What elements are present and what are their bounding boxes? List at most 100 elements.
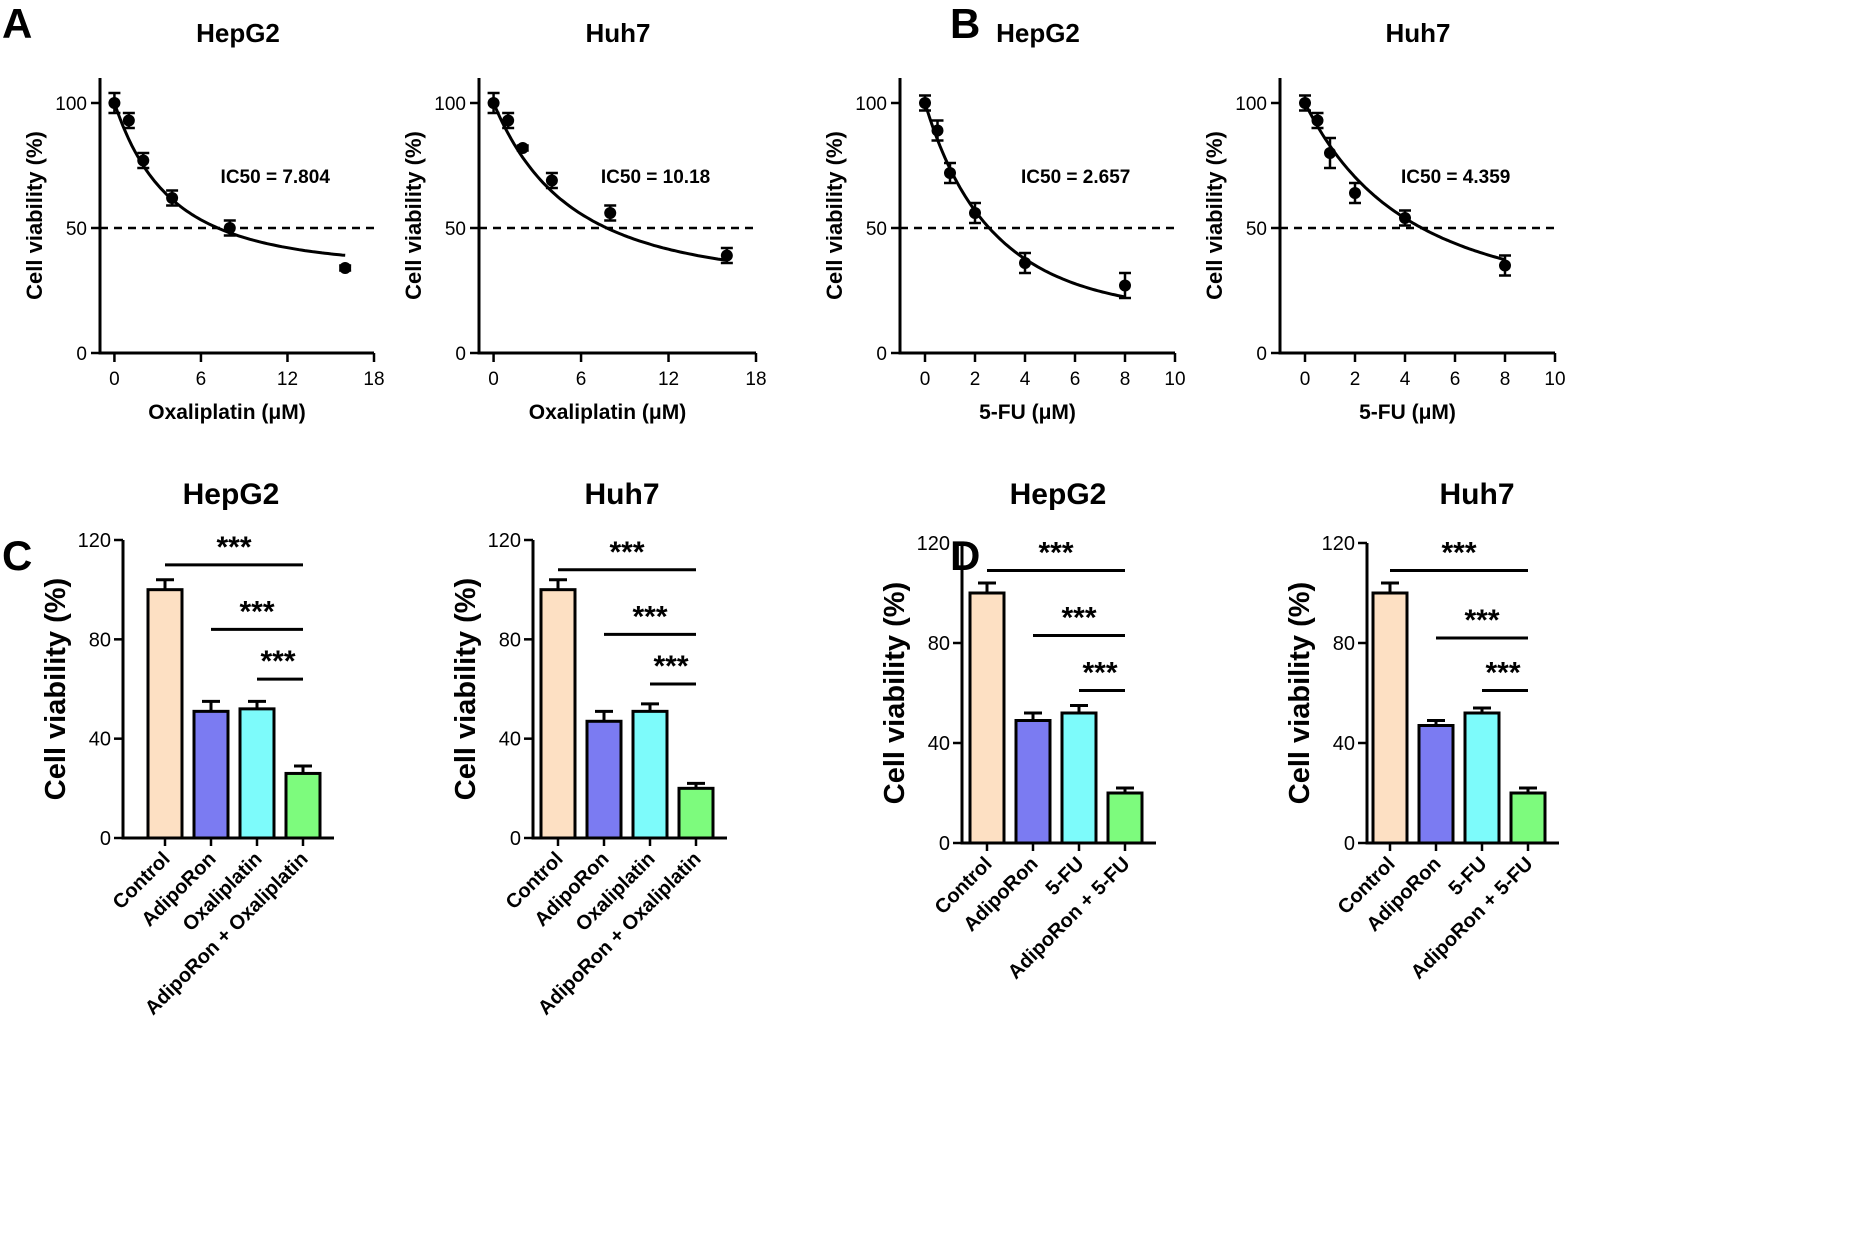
x-tick-label: 18 xyxy=(363,369,384,390)
data-point xyxy=(604,207,617,219)
x-tick-label: 10 xyxy=(1544,369,1565,390)
panel-label-d: D xyxy=(950,532,980,579)
data-point xyxy=(122,114,135,127)
bar xyxy=(1371,591,1409,845)
y-tick-label: 0 xyxy=(100,828,111,850)
data-point xyxy=(502,114,515,127)
bar xyxy=(1509,791,1547,845)
y-tick-label: 120 xyxy=(78,530,111,552)
bar xyxy=(192,709,230,840)
significance-label: *** xyxy=(239,595,274,628)
y-tick-label: 80 xyxy=(928,633,950,655)
data-point xyxy=(1499,259,1511,272)
y-tick-label: 0 xyxy=(455,344,466,365)
data-point xyxy=(166,192,179,204)
data-point xyxy=(720,249,733,262)
chart-1: HepG2 0 50 100 0 6 12 18 Oxaliplatin (μM) Cell vi… xyxy=(22,18,385,424)
y-tick-label: 100 xyxy=(1235,94,1267,115)
data-point xyxy=(137,154,150,167)
data-point xyxy=(1311,114,1324,127)
y-axis-label: Cell viability (%) xyxy=(1284,582,1316,804)
bar xyxy=(968,591,1006,845)
x-axis-label: 5-FU (μM) xyxy=(1359,401,1456,424)
x-tick-label: 6 xyxy=(1070,369,1081,390)
x-tick-label: 6 xyxy=(1450,369,1461,390)
y-axis-label: Cell viability (%) xyxy=(401,131,426,300)
data-point xyxy=(339,262,352,274)
bar xyxy=(677,786,715,840)
chart-title: Huh7 xyxy=(1386,18,1451,48)
significance-label: *** xyxy=(632,600,667,633)
chart-title: Huh7 xyxy=(585,478,660,511)
significance-label: *** xyxy=(1485,657,1520,690)
bar xyxy=(1463,711,1501,845)
chart-4: Huh7 0 50 100 0 2 4 6 8 10 5-FU (μM) Cell viability… xyxy=(1202,18,1566,424)
y-tick-label: 0 xyxy=(1344,833,1355,855)
ic50-annotation: IC50 = 4.359 xyxy=(1401,167,1510,188)
y-axis-label: Cell viability (%) xyxy=(22,131,47,300)
y-tick-label: 40 xyxy=(89,729,111,751)
data-point xyxy=(944,167,956,179)
data-point xyxy=(969,207,981,219)
significance-label: *** xyxy=(1464,604,1499,637)
ic50-annotation: IC50 = 2.657 xyxy=(1021,167,1130,188)
panel-label-b: B xyxy=(950,0,980,47)
y-tick-label: 0 xyxy=(939,833,950,855)
x-tick-label: 0 xyxy=(1300,369,1311,390)
y-tick-label: 40 xyxy=(1333,733,1355,755)
y-axis-label: Cell viability (%) xyxy=(40,578,72,800)
bar xyxy=(238,707,276,840)
bar xyxy=(1106,791,1144,845)
panel-label-c: C xyxy=(2,532,32,579)
y-tick-label: 50 xyxy=(445,219,466,240)
x-tick-label: 8 xyxy=(1500,369,1511,390)
fit-curve xyxy=(492,102,728,262)
bar xyxy=(146,588,184,840)
y-tick-label: 50 xyxy=(66,219,87,240)
data-point xyxy=(919,97,931,109)
y-tick-label: 80 xyxy=(499,629,521,651)
bar xyxy=(585,719,623,840)
x-axis-label: Oxaliplatin (μM) xyxy=(148,401,306,424)
y-tick-label: 50 xyxy=(1246,219,1267,240)
x-tick-label: 2 xyxy=(1350,369,1361,390)
chart-title: HepG2 xyxy=(183,478,280,511)
data-point xyxy=(108,97,121,109)
x-tick-label: 6 xyxy=(576,369,587,390)
y-axis-label: Cell viability (%) xyxy=(879,582,911,804)
y-tick-label: 40 xyxy=(499,729,521,751)
significance-label: *** xyxy=(609,536,644,569)
data-point xyxy=(487,97,500,109)
y-axis-label: Cell viability (%) xyxy=(822,131,847,300)
x-tick-label: 8 xyxy=(1120,369,1131,390)
ic50-annotation: IC50 = 10.18 xyxy=(601,167,710,188)
x-tick-label: 4 xyxy=(1400,369,1411,390)
y-tick-label: 120 xyxy=(488,530,521,552)
y-tick-label: 120 xyxy=(917,533,950,555)
y-tick-label: 120 xyxy=(1322,533,1355,555)
x-tick-label: 6 xyxy=(196,369,207,390)
chart-2: Huh7 0 50 100 0 6 12 18 Oxaliplatin (μM) Cell via… xyxy=(401,18,767,424)
data-point xyxy=(223,222,236,234)
y-tick-label: 0 xyxy=(1256,344,1267,365)
x-tick-label: 2 xyxy=(970,369,981,390)
ic50-annotation: IC50 = 7.804 xyxy=(221,167,331,188)
y-tick-label: 0 xyxy=(76,344,87,365)
significance-label: *** xyxy=(1061,602,1096,635)
x-tick-label: 10 xyxy=(1164,369,1185,390)
data-point xyxy=(931,124,944,137)
panel-label-a: A xyxy=(2,0,32,47)
significance-label: *** xyxy=(653,650,688,683)
y-tick-label: 100 xyxy=(855,94,887,115)
data-point xyxy=(1349,187,1361,199)
x-tick-label: 4 xyxy=(1020,369,1031,390)
x-tick-label: 0 xyxy=(920,369,931,390)
x-axis-label: 5-FU (μM) xyxy=(979,401,1076,424)
bar xyxy=(284,771,322,840)
significance-label: *** xyxy=(260,645,295,678)
x-tick-label: 12 xyxy=(277,369,298,390)
